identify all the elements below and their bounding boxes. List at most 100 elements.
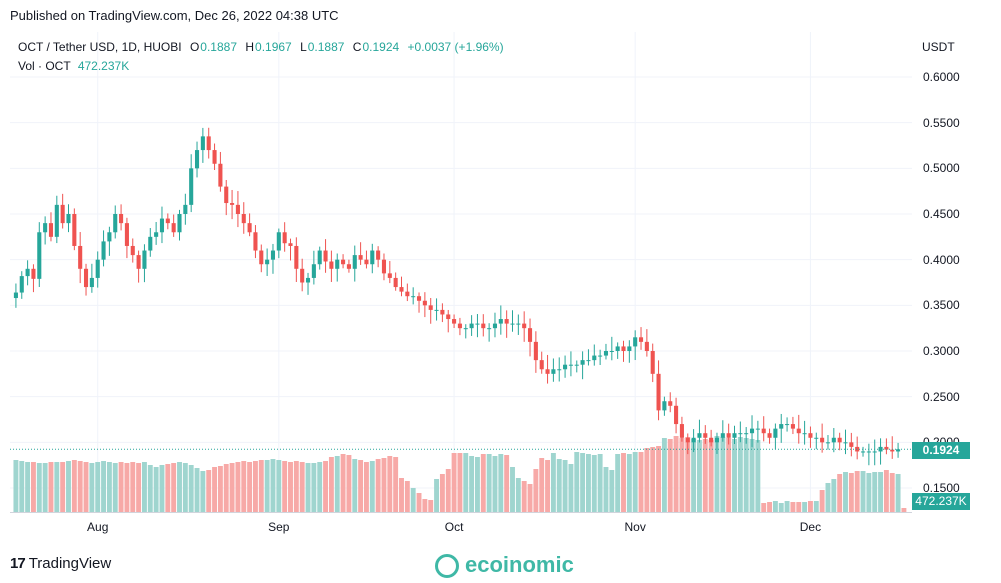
candle (253, 225, 258, 259)
candle-body (896, 449, 901, 452)
volume-bar (112, 463, 118, 512)
volume-bar (288, 462, 293, 512)
candle (808, 426, 813, 448)
volume-bar (504, 455, 510, 512)
candle-body (656, 373, 661, 411)
watermark: ecoinomic (435, 552, 574, 579)
candle (13, 283, 18, 308)
volume-bar (866, 473, 872, 512)
candle-body (259, 250, 264, 265)
candle-body (598, 355, 603, 357)
volume-bar (165, 464, 171, 512)
volume-label: Vol · OCT (18, 59, 71, 73)
candle (224, 179, 229, 216)
candle (790, 416, 795, 435)
candle-body (685, 437, 690, 443)
volume-bar (527, 484, 533, 512)
volume-bar (457, 453, 463, 512)
volume-bar (200, 471, 206, 512)
volume-bar (463, 453, 469, 512)
candle-body (679, 424, 684, 438)
volume-bar (106, 462, 112, 512)
candle (370, 243, 375, 274)
volume-bar (615, 454, 621, 512)
y-tick-label: 0.6000 (923, 70, 960, 84)
candle-body (434, 309, 439, 311)
y-tick-label: 0.3000 (923, 344, 960, 358)
volume-bar (708, 440, 714, 512)
volume-bar (591, 455, 597, 512)
candle (866, 443, 871, 466)
candle-body (831, 437, 836, 443)
volume-bar (89, 463, 95, 512)
candle-body (825, 442, 831, 444)
volume-bar (474, 457, 480, 512)
volume-bar (194, 468, 200, 512)
volume-bar (182, 463, 188, 512)
candle-body (563, 364, 568, 370)
candle (452, 314, 457, 329)
y-tick-label: 0.4000 (923, 252, 960, 267)
candle (638, 327, 644, 350)
candle-body (265, 259, 270, 265)
volume-bar (685, 437, 691, 512)
volume-bar (545, 460, 551, 512)
volume-bar (568, 464, 574, 512)
volume-bar (71, 460, 77, 512)
volume-bar (206, 470, 212, 512)
candle-body (796, 428, 801, 434)
volume-bar (54, 462, 60, 512)
volume-bar (404, 481, 410, 512)
candle-body (124, 223, 129, 246)
candle-body (393, 277, 398, 288)
candle-body (849, 442, 854, 447)
candle (738, 421, 743, 443)
candle (849, 432, 854, 457)
candle (405, 283, 410, 302)
volume-bar (860, 471, 866, 512)
candle-body (621, 346, 626, 351)
candle (475, 314, 480, 338)
chart-pane[interactable] (10, 32, 912, 513)
candle (720, 420, 725, 442)
candle-body (31, 268, 36, 279)
watermark-text: ecoinomic (465, 552, 574, 577)
volume-bar (270, 459, 276, 512)
volume-bar (714, 436, 720, 512)
candle (206, 127, 211, 159)
candle-body (142, 250, 147, 269)
volume-bar (656, 446, 662, 512)
candle-body (317, 250, 322, 265)
volume-bar (772, 501, 778, 512)
candle (656, 360, 661, 421)
candle (749, 415, 755, 448)
candle (592, 344, 597, 366)
volume-bar (130, 462, 136, 512)
candle (130, 238, 135, 263)
volume-bar (696, 440, 702, 512)
volume-bar (276, 460, 282, 512)
candle (773, 423, 778, 450)
candle-body (89, 277, 94, 288)
candle (148, 228, 153, 257)
candle (545, 354, 550, 384)
grid-lines (10, 32, 912, 512)
candle (194, 141, 200, 178)
candle-body (603, 351, 609, 356)
volume-bar (445, 469, 451, 512)
candle (113, 205, 118, 239)
candle (598, 349, 603, 366)
candle-body (364, 259, 369, 265)
candle (119, 204, 124, 231)
candle (218, 151, 223, 192)
candle (510, 310, 515, 332)
candle-body (341, 259, 346, 265)
candle (346, 259, 351, 273)
x-tick-label: Nov (624, 520, 646, 534)
candle (668, 392, 673, 413)
candle-body (422, 300, 427, 306)
candle-body (533, 341, 538, 361)
volume-bar (118, 462, 124, 512)
tradingview-logo[interactable]: 17 TradingView (10, 555, 111, 572)
